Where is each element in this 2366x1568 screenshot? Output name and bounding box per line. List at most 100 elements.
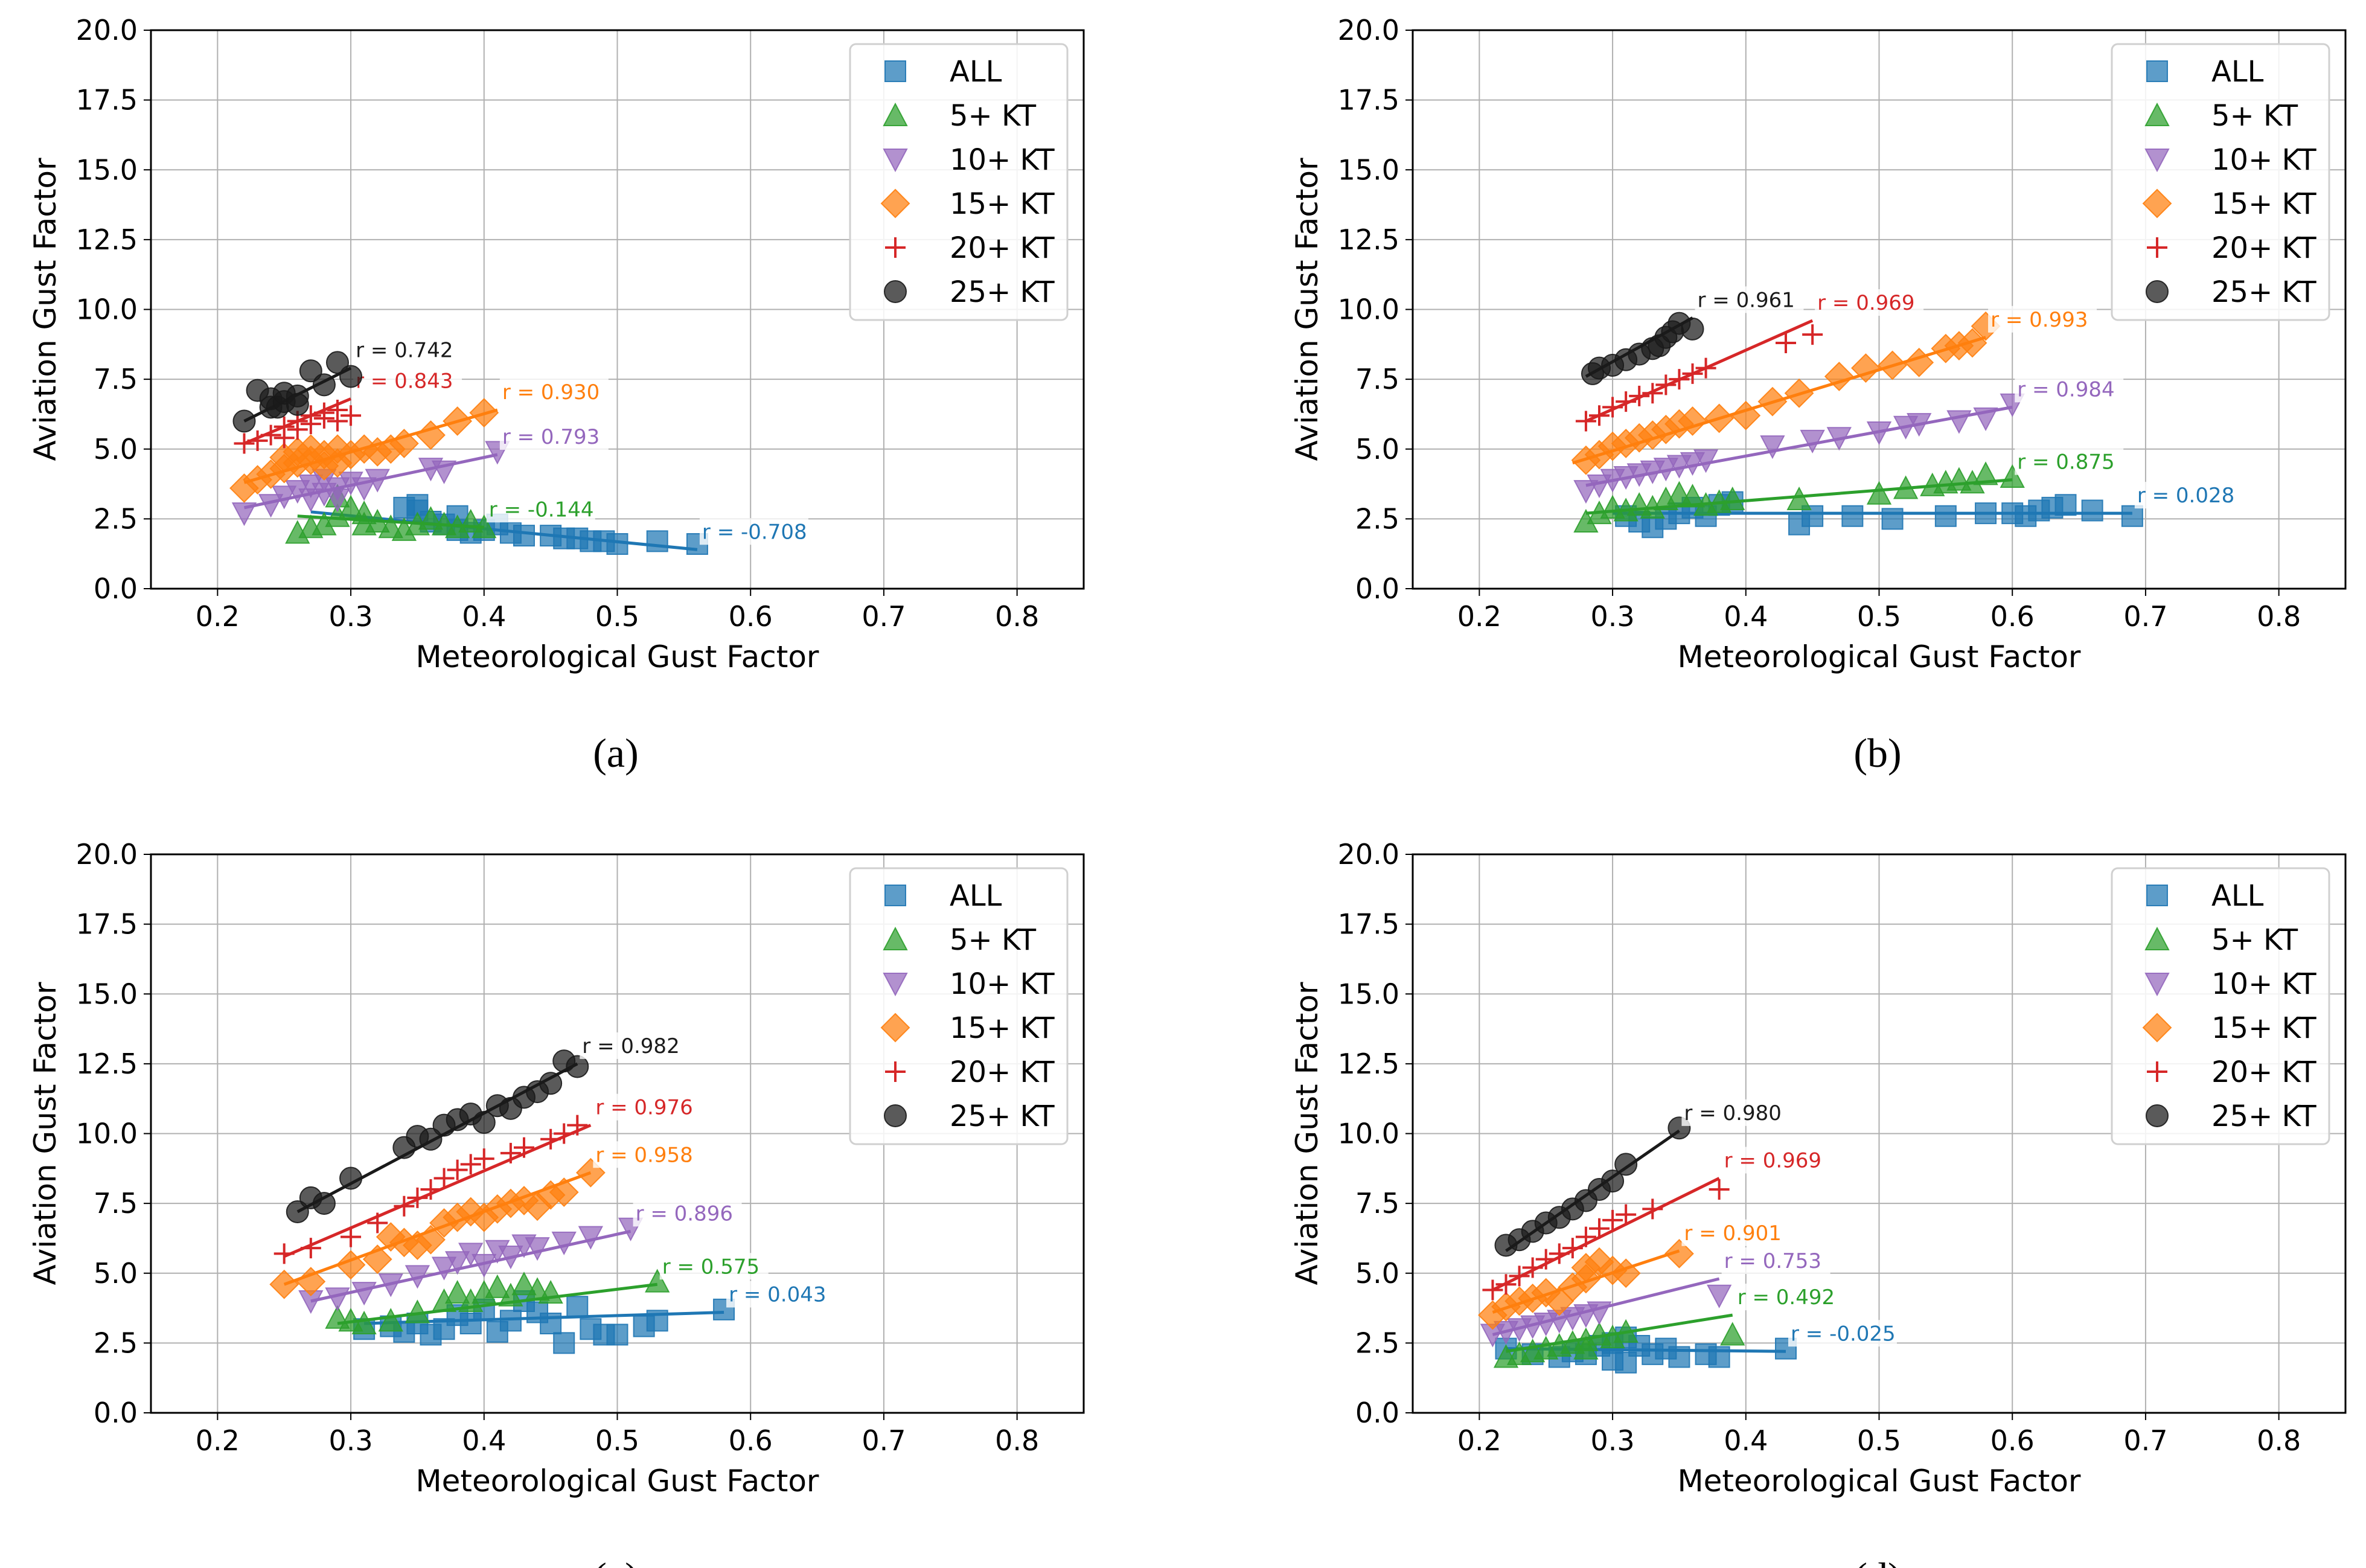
data-point (566, 1296, 589, 1318)
data-point (645, 1269, 670, 1293)
legend-marker (2146, 60, 2168, 82)
legend-label: ALL (950, 55, 1002, 89)
data-point (1655, 374, 1677, 395)
data-point (1664, 1238, 1694, 1269)
r-label: r = 0.961 (1698, 288, 1795, 312)
panel-caption: (b) (1853, 730, 1901, 776)
r-label: r = 0.575 (662, 1255, 759, 1279)
series-15-kt: r = 0.901 (1478, 1219, 1791, 1330)
data-point (444, 1251, 470, 1275)
legend-marker (885, 1061, 906, 1082)
data-point (2081, 499, 2103, 522)
y-axis-label: Aviation Gust Factor (1290, 982, 1325, 1285)
data-point (1535, 1249, 1556, 1270)
legend-marker (2142, 188, 2172, 219)
data-point (1680, 484, 1706, 508)
x-tick-label: 0.3 (328, 600, 372, 633)
data-point (1575, 1226, 1596, 1247)
y-tick-label: 12.5 (76, 1048, 138, 1080)
data-point (513, 525, 535, 547)
data-point (312, 373, 336, 397)
legend-marker (2142, 1013, 2172, 1043)
r-label: r = 0.982 (582, 1034, 679, 1058)
legend-marker (883, 102, 908, 126)
data-point (300, 1238, 321, 1259)
r-label: r = -0.144 (489, 498, 594, 522)
r-label: r = 0.753 (1724, 1249, 1821, 1273)
data-point (232, 409, 256, 433)
data-point (549, 1177, 579, 1208)
legend: ALL 5+ KT 10+ KT 15+ KT 20+ KT 25+ KT (2111, 867, 2330, 1145)
legend-label: 15+ KT (2211, 187, 2316, 221)
r-label: r = 0.901 (1684, 1221, 1781, 1246)
data-point (378, 1308, 403, 1332)
series-10-kt: r = 0.753 (1480, 1247, 1830, 1348)
data-point (469, 398, 499, 428)
series-10-kt: r = 0.793 (231, 423, 609, 526)
x-tick-label: 0.5 (595, 1424, 639, 1457)
data-point (1975, 502, 1997, 525)
legend-marker (883, 926, 908, 950)
data-point (646, 1310, 668, 1332)
r-label-bg (1681, 1099, 1791, 1126)
data-point (447, 1159, 468, 1180)
data-point (234, 433, 255, 454)
data-point (1866, 481, 1892, 505)
legend-label: 25+ KT (2211, 1099, 2316, 1133)
data-point (336, 1250, 366, 1280)
data-point (1904, 347, 1934, 377)
data-point (1826, 427, 1852, 451)
data-point (269, 1269, 299, 1299)
x-axis-label: Meteorological Gust Factor (1678, 1464, 2081, 1499)
x-tick-label: 0.6 (1990, 1424, 2035, 1457)
r-label: r = 0.028 (2137, 484, 2234, 508)
data-point (444, 1279, 470, 1304)
r-label-bg (580, 1032, 689, 1059)
data-point (1614, 1153, 1638, 1176)
x-tick-label: 0.5 (1857, 1424, 1901, 1457)
chart-panel: 0.0 2.5 5.0 7.5 10.0 12.5 15.0 17.5 20.0 0.2 0.3 0.… (28, 838, 1085, 1568)
data-point (1720, 486, 1745, 510)
r-label: r = -0.025 (1791, 1322, 1896, 1346)
x-tick-label: 0.6 (1990, 600, 2035, 633)
data-point (1587, 474, 1612, 499)
data-point (260, 424, 281, 446)
data-point (566, 1055, 589, 1078)
y-tick-label: 20.0 (1338, 838, 1399, 871)
legend-label: 10+ KT (950, 143, 1055, 177)
series-25-kt: r = 0.742 (232, 336, 462, 433)
r-label: r = 0.980 (1684, 1101, 1781, 1125)
legend-marker (880, 1013, 910, 1043)
r-label-bg (499, 379, 609, 405)
data-point (300, 405, 321, 426)
data-point (431, 1256, 457, 1281)
y-tick-label: 5.0 (1355, 433, 1399, 466)
data-point (351, 477, 377, 501)
y-tick-label: 7.5 (1355, 1187, 1399, 1220)
legend: ALL 5+ KT 10+ KT 15+ KT 20+ KT 25+ KT (849, 867, 1069, 1145)
data-point (460, 1154, 481, 1175)
r-label-bg (659, 1253, 769, 1280)
data-point (1720, 1322, 1745, 1346)
data-point (1731, 400, 1761, 430)
data-point (1589, 405, 1610, 426)
legend-marker (2144, 926, 2170, 950)
panel-caption: (a) (593, 730, 638, 776)
data-point (327, 400, 348, 420)
data-point (1800, 429, 1825, 454)
data-point (458, 508, 484, 533)
data-point (2121, 505, 2143, 527)
data-point (1509, 1266, 1530, 1287)
data-point (1757, 386, 1788, 417)
legend-label: 15+ KT (950, 187, 1055, 221)
data-point (606, 1323, 628, 1346)
y-tick-label: 10.0 (76, 1118, 138, 1150)
data-point (407, 1187, 428, 1208)
r-label: r = 0.492 (1738, 1285, 1835, 1310)
data-point (538, 1279, 563, 1304)
data-point (540, 1313, 562, 1334)
data-point (1841, 505, 1864, 527)
series-15-kt: r = 0.930 (229, 379, 609, 503)
r-label-bg (699, 518, 808, 545)
data-point (1611, 1258, 1641, 1288)
